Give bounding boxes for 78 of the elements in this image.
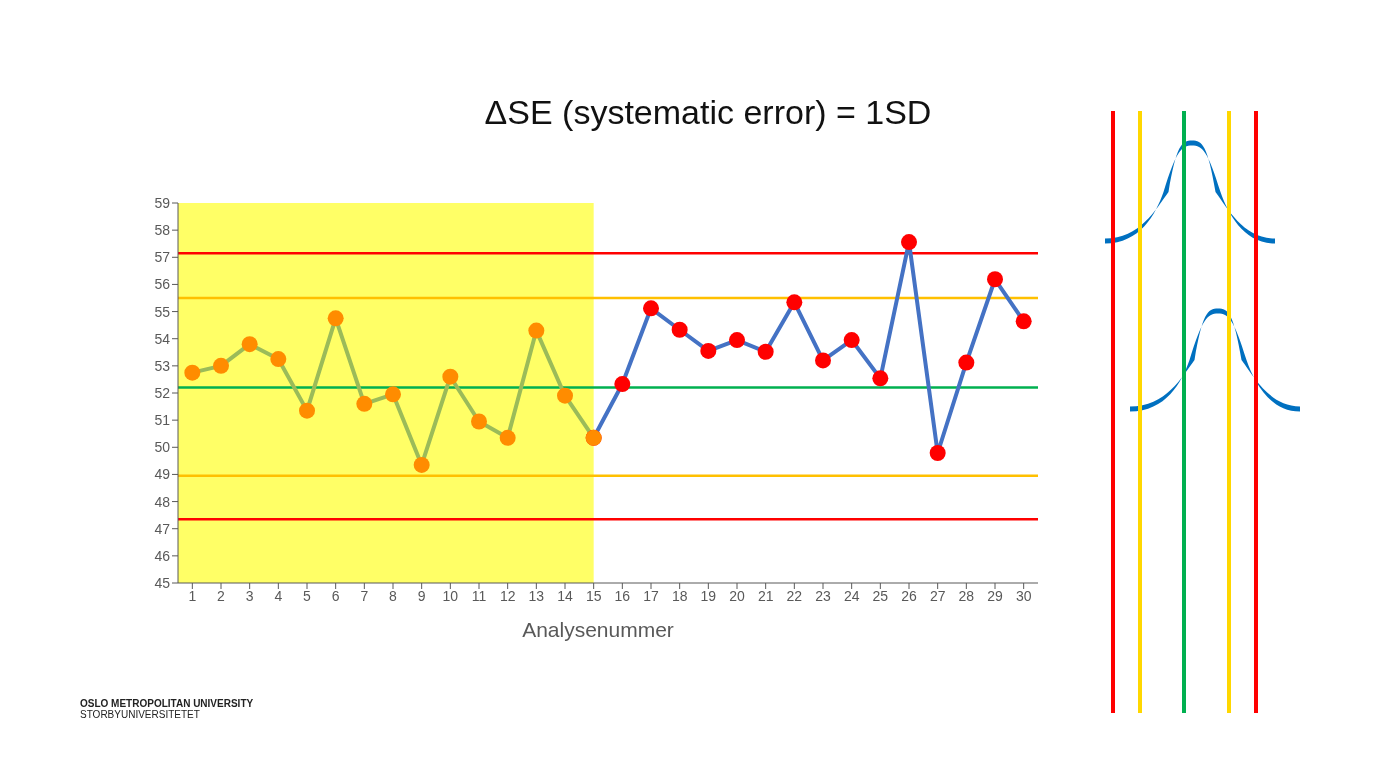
y-tick-label: 51	[154, 412, 171, 429]
x-tick-label: 1	[188, 587, 197, 604]
x-tick-label: 25	[872, 587, 889, 604]
x-tick-label: 10	[442, 587, 459, 604]
point	[385, 386, 401, 403]
point	[557, 387, 573, 404]
x-tick-label: 21	[757, 587, 774, 604]
x-tick-label: 12	[499, 587, 516, 604]
y-tick-label: 58	[154, 222, 171, 239]
x-axis-title: Analysenummer	[521, 618, 675, 642]
point	[987, 271, 1003, 288]
y-tick-label: 57	[154, 249, 171, 266]
x-tick-label: 27	[929, 587, 946, 604]
point	[270, 351, 287, 368]
point	[471, 413, 487, 430]
point	[327, 310, 344, 327]
point	[184, 364, 201, 381]
point	[757, 343, 774, 360]
point	[499, 429, 516, 446]
y-tick-label: 50	[154, 439, 171, 456]
x-tick-label: 16	[614, 587, 631, 604]
point	[815, 352, 831, 369]
x-tick-label: 4	[274, 587, 283, 604]
point	[213, 357, 229, 374]
point	[843, 332, 860, 349]
point	[299, 402, 315, 419]
x-tick-label: 8	[389, 587, 398, 604]
point	[614, 376, 631, 393]
x-tick-label: 24	[843, 587, 860, 604]
x-tick-label: 29	[987, 587, 1003, 604]
x-tick-label: 30	[1015, 587, 1032, 604]
x-tick-label: 3	[245, 587, 254, 604]
x-tick-label: 7	[360, 587, 369, 604]
point	[643, 300, 659, 317]
x-tick-label: 17	[643, 587, 659, 604]
y-tick-label: 45	[154, 574, 171, 591]
y-tick-label: 48	[154, 493, 171, 510]
x-tick-label: 5	[303, 587, 312, 604]
point	[901, 234, 917, 251]
y-tick-label: 55	[154, 303, 171, 320]
point	[786, 294, 803, 311]
point	[671, 321, 688, 338]
y-tick-label: 47	[154, 520, 171, 537]
x-tick-label: 15	[585, 587, 602, 604]
y-tick-label: 54	[154, 330, 171, 347]
x-tick-label: 26	[901, 587, 917, 604]
y-tick-label: 52	[154, 384, 171, 401]
text: STORBYUNIVERSITETET	[80, 709, 201, 720]
y-tick-label: 56	[154, 276, 171, 293]
point	[929, 444, 946, 461]
x-tick-label: 22	[786, 587, 803, 604]
x-tick-label: 13	[528, 587, 545, 604]
point	[872, 370, 889, 387]
x-tick-label: 6	[331, 587, 340, 604]
text: OSLO METROPOLITAN UNIVERSITY	[80, 698, 254, 709]
point	[413, 456, 430, 473]
x-tick-label: 2	[217, 587, 226, 604]
chart-title: ΔSE (systematic error) = 1SD	[483, 93, 933, 132]
point	[729, 332, 745, 349]
x-tick-label: 14	[557, 587, 573, 604]
point	[241, 336, 258, 353]
x-tick-label: 9	[417, 587, 426, 604]
point	[1015, 313, 1032, 330]
x-tick-label: 23	[815, 587, 831, 604]
y-tick-label: 53	[154, 357, 171, 374]
point	[700, 342, 717, 359]
point	[958, 354, 975, 371]
point	[528, 322, 545, 339]
point	[442, 368, 459, 385]
y-tick-label: 49	[154, 466, 171, 483]
x-tick-label: 20	[729, 587, 745, 604]
y-tick-label: 59	[154, 194, 171, 211]
y-tick-label: 46	[154, 547, 171, 564]
point	[356, 395, 373, 412]
x-tick-label: 19	[700, 587, 717, 604]
x-tick-label: 18	[671, 587, 688, 604]
x-tick-label: 28	[958, 587, 975, 604]
x-tick-label: 11	[471, 587, 487, 604]
